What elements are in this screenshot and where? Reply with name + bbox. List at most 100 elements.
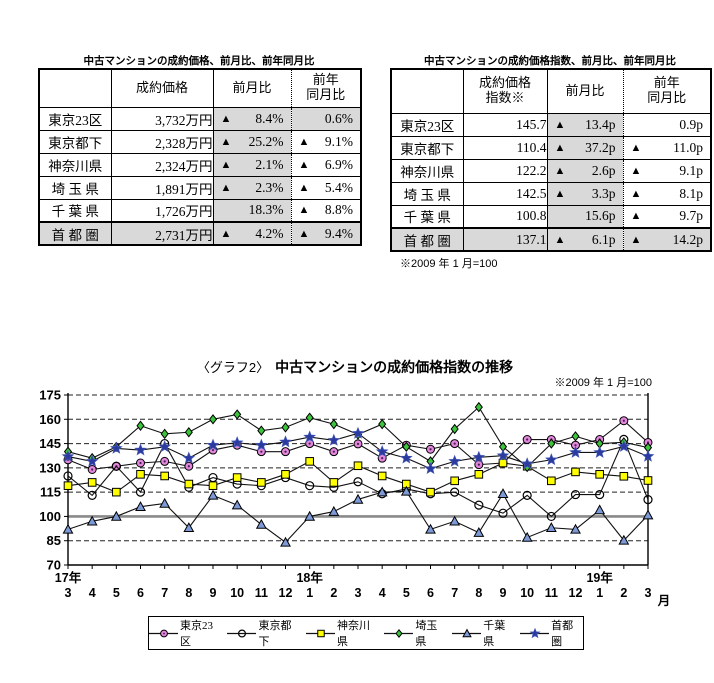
negative-value-cell-content: ▲ 9.4% [292, 225, 360, 242]
decline-triangle-icon: ▲ [554, 118, 566, 131]
shutoken-marker-icon [376, 445, 389, 457]
shutoken-marker-icon [61, 450, 75, 462]
x-axis-month-label: 10 [230, 586, 244, 600]
cell-value: 37.2p [585, 139, 616, 155]
cell-value: 6.9% [324, 156, 353, 172]
kanagawa-marker-icon [571, 467, 580, 477]
yoy-change-cell: ▲ 5.4% [290, 175, 362, 200]
yoy-change-cell: 0.9p [622, 112, 712, 137]
negative-value-cell-content: ▲ 6.9% [292, 156, 360, 173]
cell-value: 8.1p [679, 185, 703, 201]
cell-value: 14.2p [672, 231, 703, 247]
negative-value-cell-content: ▲ 2.6p [548, 162, 622, 179]
cell-value: 0.6% [324, 110, 353, 126]
legend-item-chiba: 千葉県 [452, 617, 515, 649]
column-header: 成約価格 [110, 68, 214, 108]
table-row: 首 都 圏 2,731万円 ▲ 4.2% ▲ 9.4% [38, 221, 362, 246]
shutoken-marker-icon [448, 454, 461, 467]
decline-triangle-icon: ▲ [630, 164, 642, 177]
tokyo23-legend-marker-icon [149, 629, 178, 637]
y-axis-label: 160 [39, 412, 61, 427]
price-table-body: 東京23区 3,732万円 ▲ 8.4% 0.6% 東京都下 2,328万円 ▲ 25.2% ▲ 9… [38, 106, 362, 246]
negative-value-cell-content: ▲ 9.7p [624, 208, 710, 224]
y-axis-label: 85 [47, 533, 61, 548]
shutoken-marker-icon [255, 438, 268, 451]
region-label-cell: 埼 玉 県 [38, 175, 112, 200]
shutoken-marker-icon [351, 426, 365, 439]
shutoken-marker-icon [279, 435, 292, 448]
legend-label: 神奈川県 [336, 620, 370, 648]
x-axis-month-label: 1 [306, 586, 313, 600]
tokyo23-marker-dot [622, 419, 625, 422]
cell-value: 4.2% [255, 225, 284, 241]
tokyo23-marker-dot [381, 457, 384, 460]
tokyo23-marker-dot [574, 444, 577, 447]
cell-value: 2.6p [591, 162, 616, 178]
tama-marker-icon [353, 477, 363, 487]
shutoken-marker-icon [521, 457, 534, 470]
saitama-marker-icon [208, 414, 218, 425]
region-label-cell: 東京都下 [38, 129, 112, 154]
kanagawa-marker-icon [257, 478, 266, 487]
chiba-marker-icon [183, 522, 195, 533]
cell-value: 3.3p [591, 185, 616, 201]
decline-triangle-icon: ▲ [220, 181, 232, 194]
chart-title: 〈グラフ2〉 中古マンションの成約価格指数の推移 [30, 357, 680, 377]
decline-triangle-icon: ▲ [554, 187, 566, 200]
chiba-marker-icon [376, 486, 388, 497]
region-label-cell: 神奈川県 [38, 152, 112, 177]
saitama-marker-icon [257, 425, 266, 436]
region-label-cell: 東京23区 [390, 112, 464, 137]
negative-value-cell-content: ▲ 13.4p [548, 117, 622, 133]
tama-marker-icon [546, 511, 556, 522]
negative-value-cell-content: ▲ 9.1% [292, 134, 360, 150]
value-cell: 137.1 [462, 227, 548, 252]
legend-item-saitama: 埼玉県 [384, 617, 447, 649]
yoy-change-cell: ▲ 9.4% [290, 221, 362, 246]
chiba-marker-icon [62, 523, 74, 534]
kanagawa-marker-icon [498, 458, 508, 468]
kanagawa-marker-icon [63, 481, 73, 490]
cell-value: 6.1p [591, 231, 616, 247]
shutoken-marker-icon [617, 440, 630, 452]
value-cell: 3,732万円 [110, 106, 214, 131]
tokyo23-marker-dot [260, 450, 263, 453]
tokyo23-marker-dot [187, 465, 190, 468]
column-header [390, 68, 464, 114]
saitama-marker-icon [329, 418, 338, 430]
negative-value-cell-content: ▲ 3.3p [548, 185, 622, 202]
mom-change-cell: ▲ 2.3% [212, 175, 292, 200]
table-row: 神奈川県 122.2 ▲ 2.6p ▲ 9.1p [390, 158, 712, 183]
yoy-change-cell: ▲ 8.1p [622, 181, 712, 206]
cell-value: 15.6p [585, 208, 616, 224]
legend-item-shutoken: 首都圏 [520, 617, 583, 649]
value-cell: 110.4 [462, 135, 548, 160]
x-axis-month-label: 3 [645, 586, 652, 600]
kanagawa-marker-icon [329, 478, 339, 487]
mom-change-cell: ▲ 6.1p [546, 227, 624, 252]
series-kanagawa [63, 457, 653, 497]
tama-marker-icon [63, 471, 73, 481]
value-cell: 2,328万円 [110, 129, 214, 154]
tokyo23-marker-dot [477, 463, 480, 466]
x-axis-month-label: 11 [545, 586, 558, 600]
saitama-marker-icon [281, 422, 290, 433]
shutoken-marker-icon [400, 451, 413, 464]
cell-value: 9.4% [324, 225, 353, 241]
yoy-change-cell: ▲ 6.9% [290, 152, 362, 177]
tokyo23-marker-dot [211, 448, 215, 452]
column-header: 前月比 [212, 68, 292, 108]
table-row: 埼 玉 県 1,891万円 ▲ 2.3% ▲ 5.4% [38, 175, 362, 200]
shutoken-marker-icon [158, 440, 171, 453]
x-axis-month-label: 2 [330, 586, 337, 600]
decline-triangle-icon: ▲ [298, 204, 310, 217]
table-row: 東京都下 110.4 ▲ 37.2p ▲ 11.0p [390, 135, 712, 160]
region-label-cell: 東京23区 [38, 106, 112, 131]
table-row: 東京23区 145.7 ▲ 13.4p 0.9p [390, 112, 712, 137]
x-axis-month-label: 2 [620, 586, 627, 600]
kanagawa-marker-icon [208, 481, 218, 490]
decline-triangle-icon: ▲ [554, 164, 566, 177]
kanagawa-marker-icon [317, 629, 325, 637]
shutoken-marker-icon [641, 449, 655, 462]
